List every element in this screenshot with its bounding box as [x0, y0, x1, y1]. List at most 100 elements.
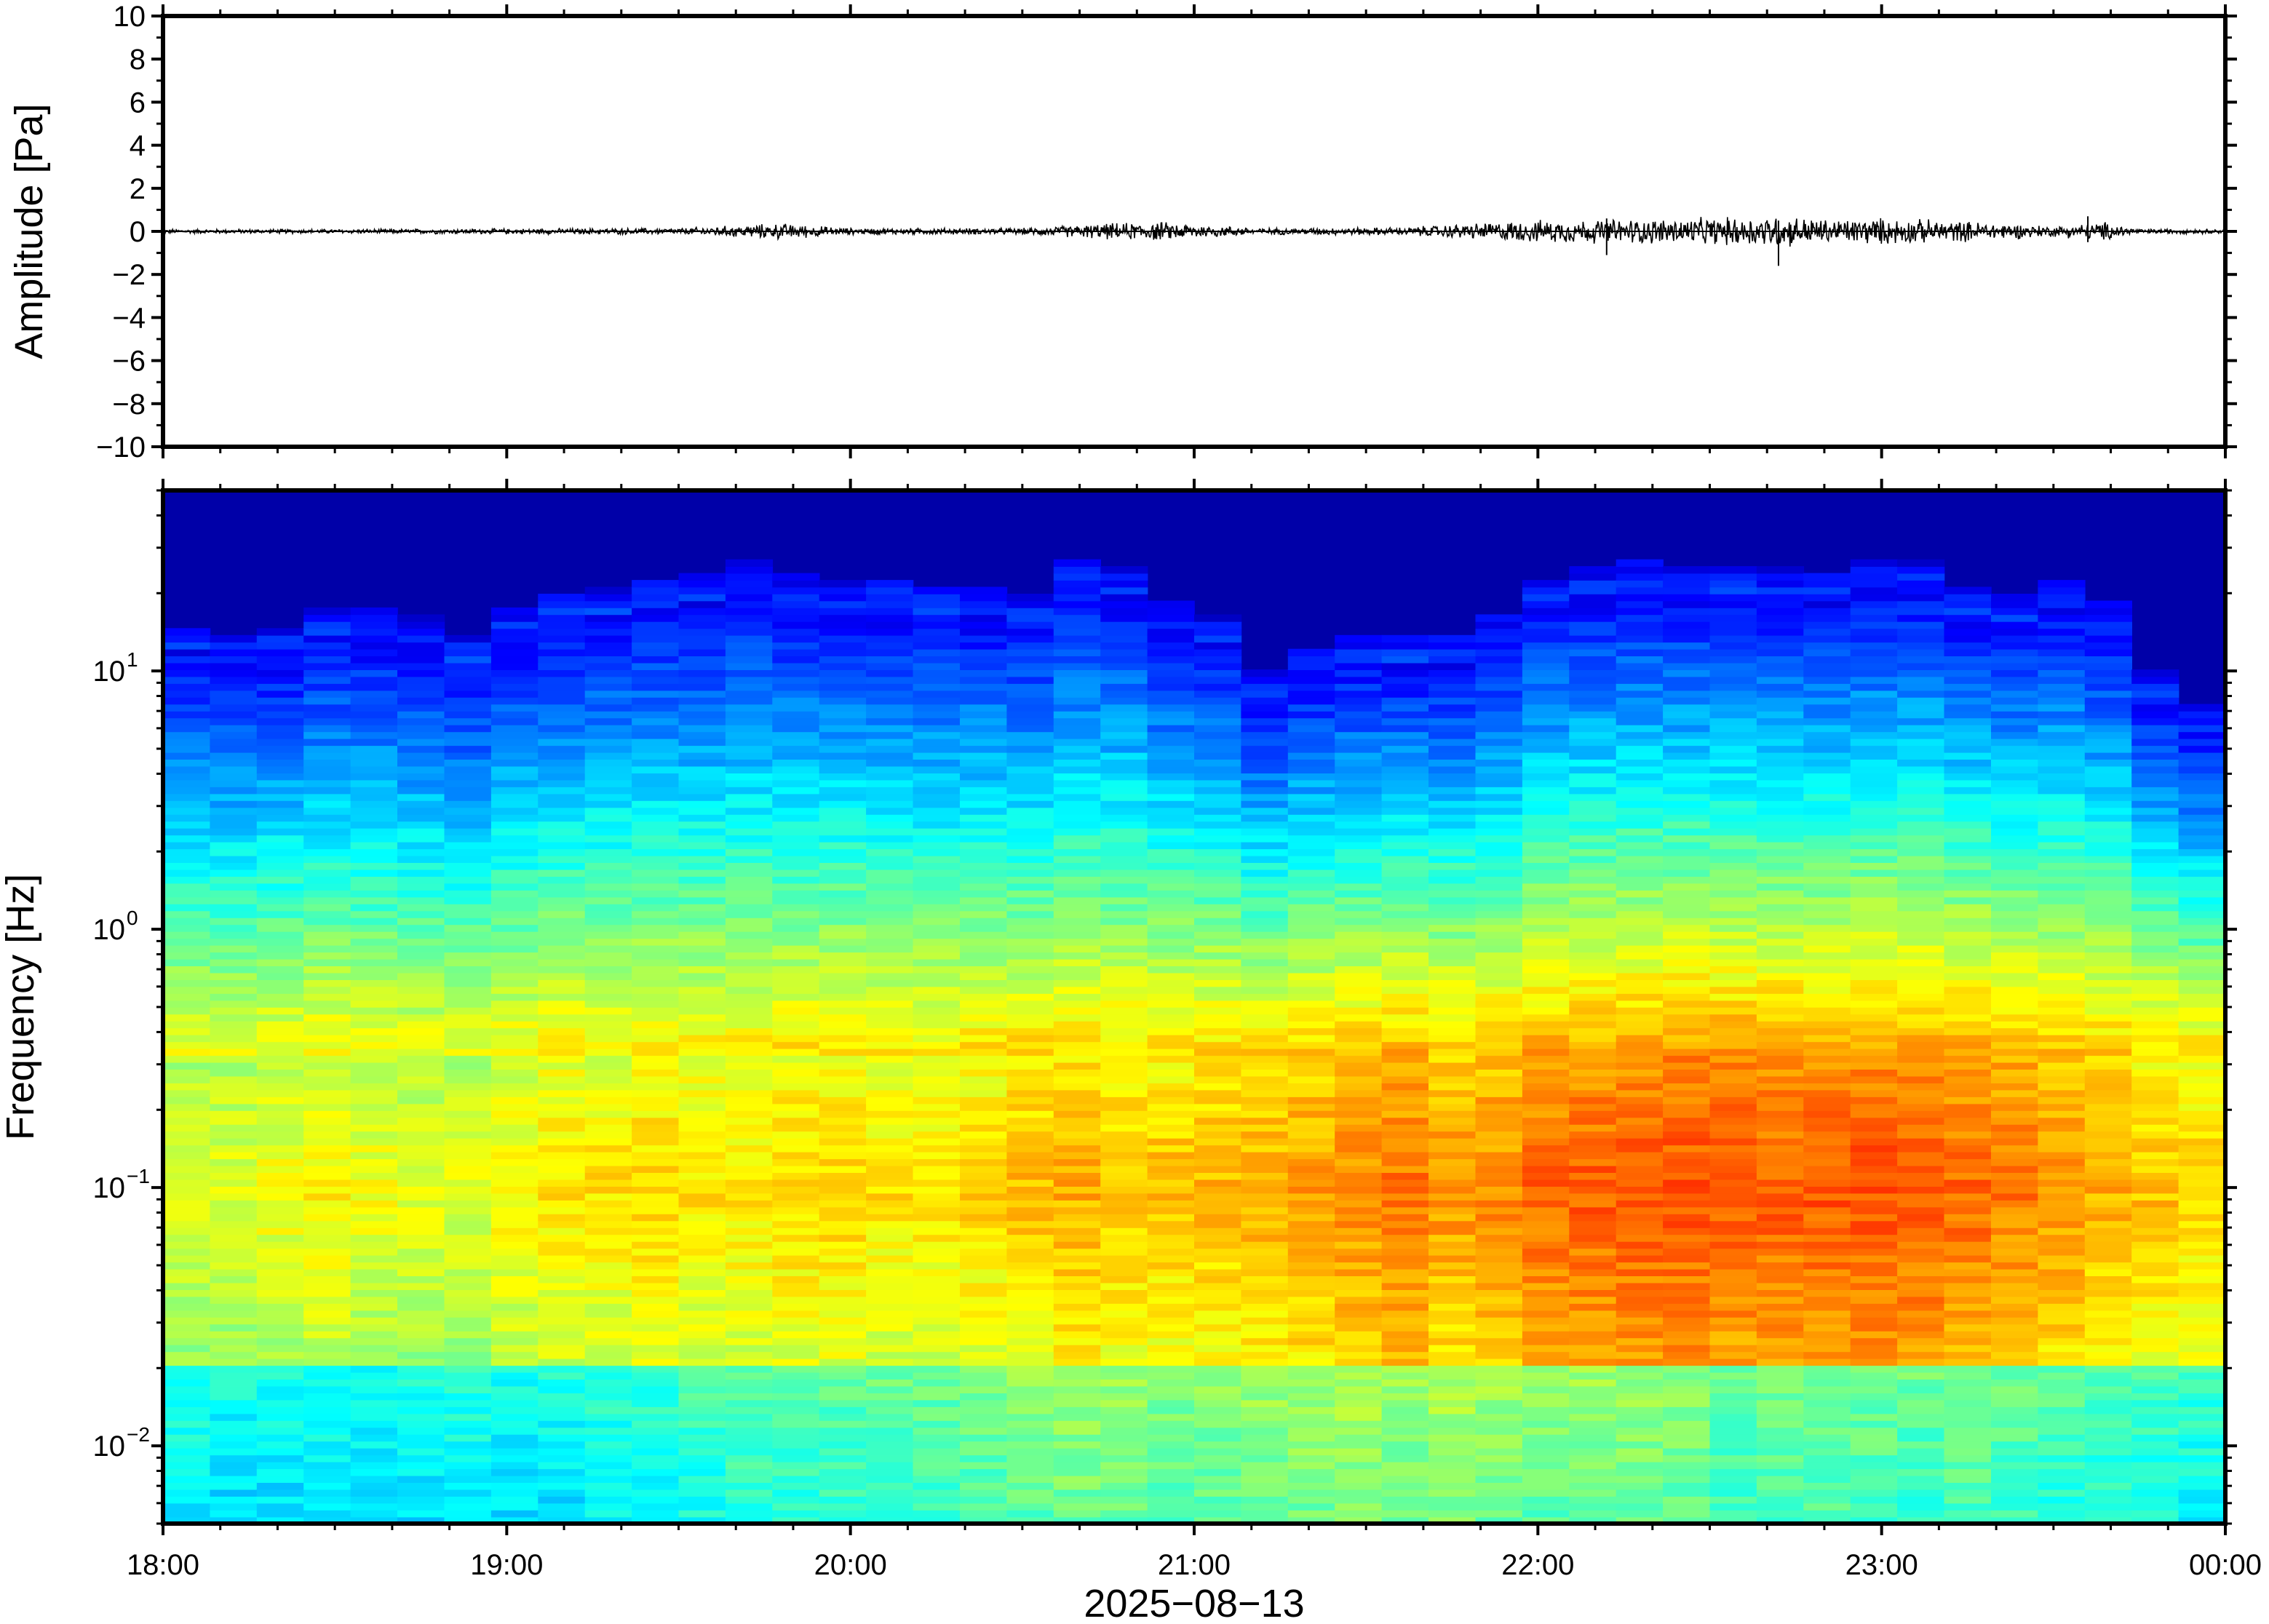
spectrogram-cell: [1756, 1296, 1805, 1304]
spectrogram-cell: [678, 1289, 726, 1297]
spectrogram-cell: [1241, 759, 1289, 767]
spectrogram-cell: [1475, 648, 1523, 656]
spectrogram-cell: [256, 1420, 304, 1428]
spectrogram-cell: [1053, 1145, 1101, 1153]
spectrogram-cell: [1663, 1220, 1711, 1228]
spectrogram-cell: [256, 1262, 304, 1270]
spectrogram-cell: [163, 1020, 211, 1029]
spectrogram-cell: [584, 1310, 632, 1318]
spectrogram-cell: [163, 1172, 211, 1180]
spectrogram-cell: [584, 827, 632, 836]
spectrogram-cell: [960, 924, 1008, 932]
spectrogram-cell: [913, 855, 961, 863]
spectrogram-cell: [725, 979, 774, 987]
spectrogram-cell: [1569, 883, 1617, 891]
spectrogram-cell: [490, 1289, 539, 1297]
spectrogram-cell: [163, 1041, 211, 1049]
spectrogram-cell: [1475, 931, 1523, 939]
spectrogram-cell: [1663, 904, 1711, 912]
spectrogram-cell: [1241, 1502, 1289, 1510]
spectrogram-cell: [725, 813, 774, 822]
spectrogram-cell: [1803, 1193, 1851, 1201]
spectrogram-cell: [1569, 821, 1617, 829]
spectrogram-cell: [866, 1069, 914, 1077]
spectrogram-cell: [1756, 773, 1805, 781]
spectrogram-cell: [819, 1048, 867, 1056]
spectrogram-cell: [1475, 1007, 1523, 1015]
spectrogram-cell: [1147, 1027, 1195, 1035]
spectrogram-cell: [678, 621, 726, 629]
spectrogram-cell: [1428, 1399, 1477, 1407]
spectrogram-cell: [678, 1193, 726, 1201]
spectrogram-cell: [397, 1165, 445, 1173]
spectrogram-cell: [1756, 1214, 1805, 1222]
spectrogram-cell: [1569, 904, 1617, 912]
spectrogram-cell: [303, 1089, 351, 1097]
spectrogram-cell: [350, 1048, 398, 1056]
spectrogram-cell: [725, 1062, 774, 1070]
spectrogram-cell: [1006, 724, 1054, 733]
spectrogram-cell: [1053, 738, 1101, 747]
spectrogram-cell: [1663, 1413, 1711, 1421]
spectrogram-cell: [1709, 1179, 1757, 1187]
spectrogram-cell: [210, 1496, 258, 1504]
spectrogram-cell: [1194, 765, 1242, 773]
spectrogram-cell: [866, 1441, 914, 1449]
spectrogram-cell: [538, 1089, 586, 1097]
spectrogram-cell: [1428, 759, 1477, 767]
spectrogram-cell: [1428, 835, 1477, 843]
spectrogram-cell: [1756, 841, 1805, 850]
spectrogram-cell: [772, 841, 820, 850]
spectrogram-cell: [913, 1399, 961, 1407]
spectrogram-cell: [1335, 1103, 1383, 1111]
spectrogram-cell: [1756, 1145, 1805, 1153]
spectrogram-cell: [1287, 1475, 1335, 1483]
spectrogram-cell: [772, 1461, 820, 1470]
spectrogram-cell: [960, 1083, 1008, 1091]
spectrogram-cell: [350, 944, 398, 953]
spectrogram-cell: [772, 745, 820, 753]
spectrogram-cell: [1569, 1172, 1617, 1180]
spectrogram-cell: [1475, 1014, 1523, 1022]
spectrogram-cell: [210, 1241, 258, 1249]
spectrogram-cell: [256, 1482, 304, 1490]
spectrogram-cell: [1475, 910, 1523, 918]
spectrogram-cell: [1663, 752, 1711, 760]
spectrogram-cell: [1475, 993, 1523, 1001]
spectrogram-cell: [538, 759, 586, 767]
spectrogram-cell: [1241, 1337, 1289, 1345]
spectrogram-cell: [1756, 890, 1805, 898]
spectrogram-cell: [819, 1393, 867, 1401]
spectrogram-cell: [1569, 1510, 1617, 1518]
spectrogram-cell: [163, 1048, 211, 1056]
spectrogram-cell: [1194, 1179, 1242, 1187]
spectrogram-cell: [1241, 1413, 1289, 1421]
spectrogram-cell: [490, 697, 539, 705]
spectrogram-cell: [678, 1179, 726, 1187]
spectrogram-cell: [350, 1482, 398, 1490]
spectrogram-cell: [1709, 724, 1757, 733]
spectrogram-cell: [1147, 656, 1195, 664]
spectrogram-cell: [1335, 958, 1383, 966]
spectrogram-cell: [1006, 904, 1054, 912]
spectrogram-cell: [1475, 1475, 1523, 1483]
spectrogram-cell: [1709, 710, 1757, 719]
spectrogram-cell: [1756, 1461, 1805, 1470]
spectrogram-cell: [1147, 1441, 1195, 1449]
spectrogram-cell: [1100, 1055, 1148, 1063]
spectrogram-cell: [1335, 1206, 1383, 1214]
spectrogram-cell: [678, 1337, 726, 1345]
spectrogram-cell: [725, 944, 774, 953]
spectrogram-cell: [772, 594, 820, 602]
spectrogram-cell: [490, 752, 539, 760]
spectrogram-cell: [1475, 1385, 1523, 1393]
spectrogram-cell: [1475, 676, 1523, 684]
spectrogram-cell: [397, 1137, 445, 1146]
spectrogram-cell: [1569, 924, 1617, 932]
spectrogram-cell: [1147, 1014, 1195, 1022]
spectrogram-cell: [1053, 1496, 1101, 1504]
spectrogram-cell: [538, 621, 586, 629]
spectrogram-cell: [397, 876, 445, 884]
spectrogram-cell: [1194, 1441, 1242, 1449]
spectrogram-cell: [490, 614, 539, 622]
